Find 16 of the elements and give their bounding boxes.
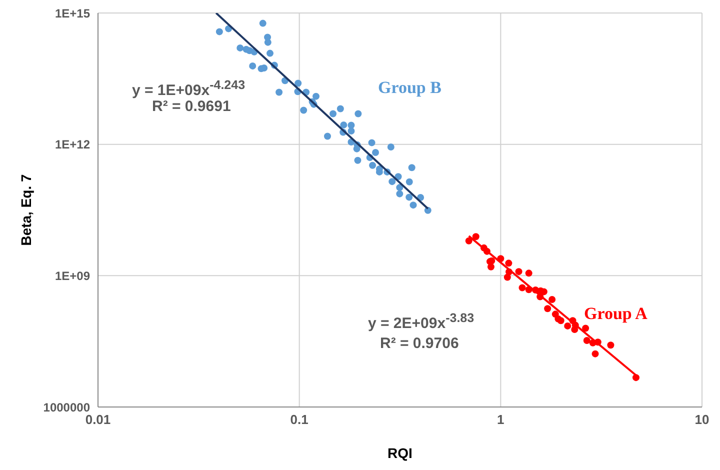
x-axis-title: RQI bbox=[388, 445, 412, 461]
annotation: R² = 0.9691 bbox=[152, 98, 231, 115]
x-tick-label: 0.01 bbox=[85, 412, 111, 428]
annotation: y = 1E+09x$^{-4.243}$ bbox=[132, 78, 246, 99]
y-axis-title: Beta, Eq. 7 bbox=[18, 174, 34, 246]
series-label: Group B bbox=[378, 78, 442, 98]
series-label: Group A bbox=[584, 304, 648, 324]
annotation: R² = 0.9706 bbox=[380, 335, 459, 352]
y-tick-label: 1E+15 bbox=[54, 6, 90, 20]
y-tick-label: 1E+12 bbox=[54, 138, 90, 152]
x-tick-label: 0.1 bbox=[290, 412, 308, 428]
x-tick-label: 1 bbox=[497, 412, 504, 428]
annotation: y = 2E+09x$^{-3.83}$ bbox=[368, 311, 474, 332]
y-tick-label: 1E+09 bbox=[54, 268, 90, 283]
y-tick-label: 1000000 bbox=[43, 400, 90, 414]
x-tick-label: 10 bbox=[694, 412, 710, 428]
